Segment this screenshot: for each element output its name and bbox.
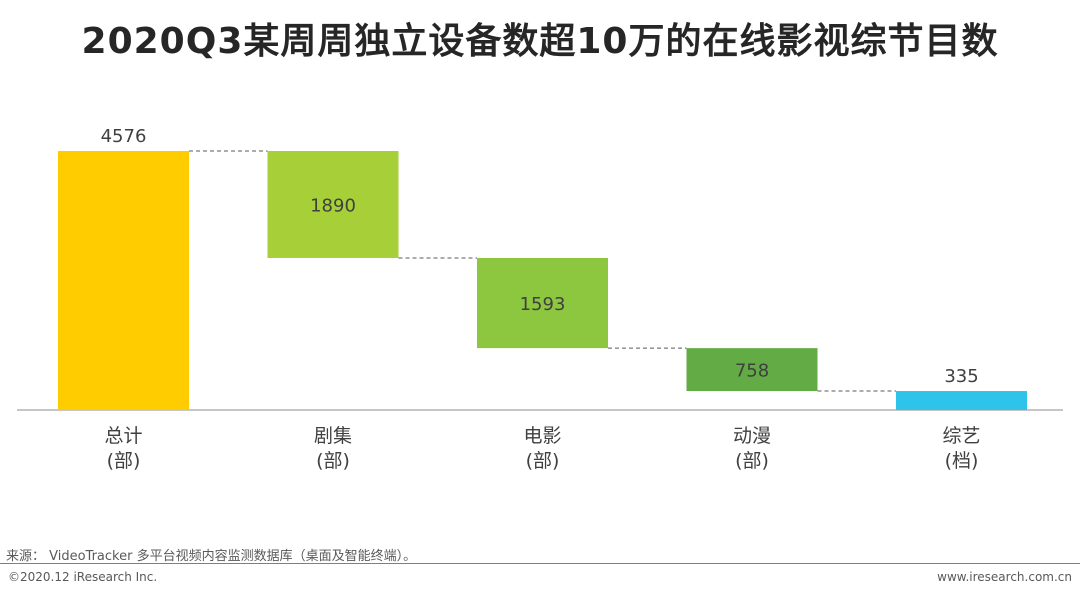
category-unit-1: (部) xyxy=(316,450,350,472)
category-label-2: 电影 xyxy=(523,425,561,447)
waterfall-chart: 4576 总计 (部) 1890 剧集 (部) 1593 电影 (部) 758 动漫 (部) 335 综艺… xyxy=(17,126,1063,472)
copyright-text: ©2020.12 iResearch Inc. xyxy=(8,570,158,584)
source-note: 来源： VideoTracker 多平台视频内容监测数据库（桌面及智能终端）。 xyxy=(6,549,417,564)
category-unit-4: (档) xyxy=(945,450,979,472)
category-label-3: 动漫 xyxy=(733,425,771,447)
category-label-4: 综艺 xyxy=(942,425,980,447)
data-label-1: 1890 xyxy=(310,195,356,216)
data-label-4: 335 xyxy=(944,366,978,387)
category-label-0: 总计 xyxy=(104,425,142,447)
bar-3 xyxy=(686,348,818,392)
data-label-0: 4576 xyxy=(101,126,147,147)
bar-4 xyxy=(896,391,1027,410)
category-unit-3: (部) xyxy=(735,450,769,472)
category-unit-2: (部) xyxy=(526,450,560,472)
footer-divider xyxy=(0,563,1080,564)
bar-0 xyxy=(58,151,189,410)
data-label-2: 1593 xyxy=(520,294,566,315)
bar-1 xyxy=(267,151,399,258)
bar-2 xyxy=(477,257,608,349)
chart-title: 2020Q3某周周独立设备数超10万的在线影视综节目数 xyxy=(81,21,999,62)
website-url: www.iresearch.com.cn xyxy=(937,570,1072,584)
category-unit-0: (部) xyxy=(107,450,141,472)
data-label-3: 758 xyxy=(735,361,769,382)
category-label-1: 剧集 xyxy=(314,425,352,447)
